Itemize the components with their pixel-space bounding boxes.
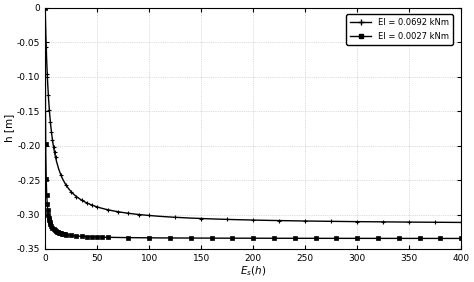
X-axis label: $E_s(h)$: $E_s(h)$ [240,264,266,278]
Y-axis label: h [m]: h [m] [4,114,14,142]
Legend: EI = 0.0692 kNm, EI = 0.0027 kNm: EI = 0.0692 kNm, EI = 0.0027 kNm [346,14,453,45]
